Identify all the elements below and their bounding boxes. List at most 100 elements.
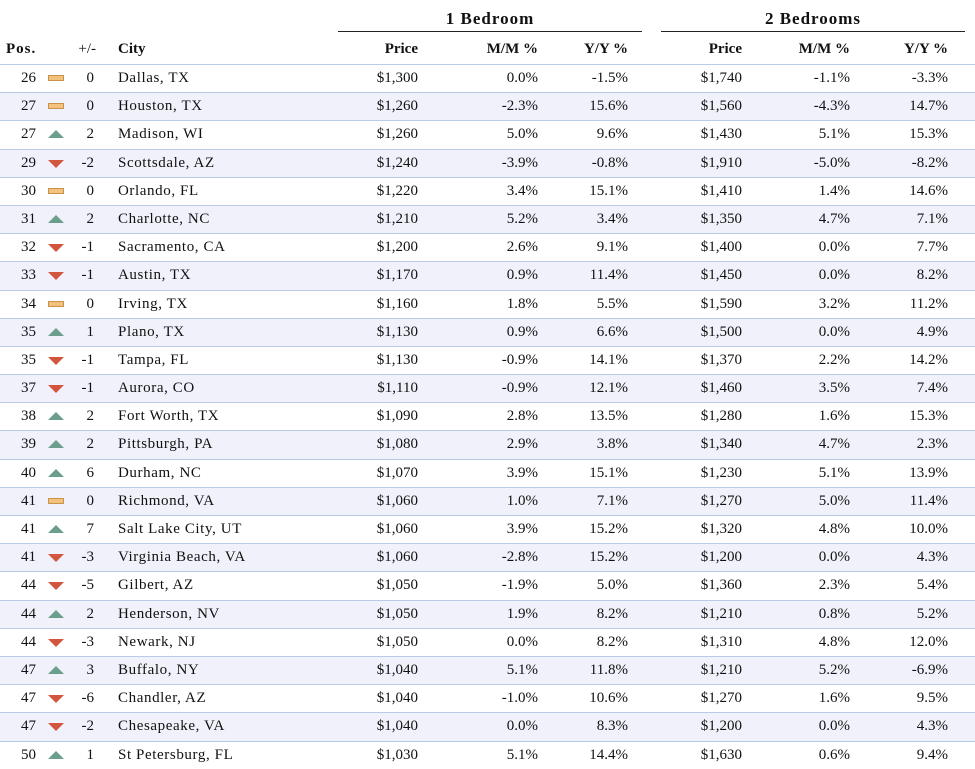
1br-yy-cell: 15.2%	[589, 521, 628, 537]
2br-price-cell: $1,360	[700, 577, 742, 594]
position-cell: 31	[21, 210, 36, 227]
1br-yy-cell: -0.8%	[591, 154, 628, 171]
city-cell: Richmond, VA	[118, 492, 215, 509]
change-cell: 0	[86, 182, 95, 199]
1br-price-cell: $1,220	[376, 182, 418, 199]
2br-yy-cell: 2.3%	[916, 436, 948, 453]
2br-price-cell: $1,910	[700, 154, 742, 171]
header-2br-mm: M/M %	[798, 41, 850, 57]
header-2br-price: Price	[708, 41, 742, 57]
2br-price-cell: $1,320	[700, 521, 742, 537]
2br-price-cell: $1,200	[700, 718, 742, 735]
table-row: 44 -3 Newark, NJ $1,050 0.0% 8.2% $1,310 4.8% 12…	[0, 627, 975, 656]
change-cell: -3	[81, 549, 95, 566]
2br-price-cell: $1,740	[700, 70, 742, 86]
table-row: 47 -2 Chesapeake, VA $1,040 0.0% 8.3% $1,200 0.…	[0, 712, 975, 741]
1br-yy-cell: 14.4%	[589, 746, 628, 763]
position-cell: 27	[21, 98, 36, 115]
change-cell: 2	[86, 605, 95, 622]
2br-yy-cell: 7.7%	[916, 239, 948, 256]
1br-yy-cell: 11.8%	[589, 661, 628, 678]
city-cell: Austin, TX	[118, 267, 192, 284]
up-arrow-icon	[48, 468, 64, 477]
city-cell: St Petersburg, FL	[118, 746, 234, 763]
up-arrow-icon	[48, 214, 64, 223]
position-cell: 35	[21, 351, 36, 368]
1br-mm-cell: 3.4%	[506, 182, 538, 199]
down-arrow-icon	[48, 385, 64, 394]
city-cell: Dallas, TX	[118, 70, 190, 86]
2br-price-cell: $1,630	[700, 746, 742, 763]
1br-yy-cell: 6.6%	[596, 323, 628, 340]
position-cell: 38	[21, 408, 36, 425]
1br-mm-cell: 3.9%	[506, 521, 538, 537]
change-cell: 2	[86, 210, 95, 227]
city-cell: Orlando, FL	[118, 182, 199, 199]
2br-price-cell: $1,500	[700, 323, 742, 340]
change-cell: -1	[81, 351, 95, 368]
1br-yy-cell: 8.2%	[596, 633, 628, 650]
2br-yy-cell: 12.0%	[909, 633, 948, 650]
2br-price-cell: $1,450	[700, 267, 742, 284]
2br-yy-cell: 4.9%	[916, 323, 948, 340]
header-1br-price: Price	[384, 41, 418, 57]
city-cell: Newark, NJ	[118, 633, 196, 650]
2br-price-cell: $1,210	[700, 605, 742, 622]
change-cell: -3	[81, 633, 95, 650]
2br-mm-cell: 4.8%	[818, 521, 850, 537]
2br-mm-cell: 1.6%	[818, 690, 850, 707]
2br-price-cell: $1,560	[700, 98, 742, 115]
position-cell: 47	[21, 718, 36, 735]
city-cell: Madison, WI	[118, 126, 204, 143]
2br-price-cell: $1,590	[700, 295, 742, 312]
down-arrow-icon	[48, 159, 64, 168]
up-arrow-icon	[48, 609, 64, 618]
1br-yy-cell: 13.5%	[589, 408, 628, 425]
change-cell: -2	[81, 154, 95, 171]
2br-yy-cell: 14.7%	[909, 98, 948, 115]
2br-yy-cell: 9.4%	[916, 746, 948, 763]
change-cell: 0	[86, 492, 95, 509]
city-cell: Charlotte, NC	[118, 210, 210, 227]
up-arrow-icon	[48, 130, 64, 139]
2br-yy-cell: 13.9%	[909, 464, 948, 481]
1br-yy-cell: 8.2%	[596, 605, 628, 622]
1br-yy-cell: 8.3%	[596, 718, 628, 735]
position-cell: 50	[21, 746, 36, 763]
2br-price-cell: $1,270	[700, 492, 742, 509]
1br-mm-cell: 0.9%	[506, 323, 538, 340]
1br-mm-cell: 1.9%	[506, 605, 538, 622]
2br-price-cell: $1,200	[700, 549, 742, 566]
table-row: 40 6 Durham, NC $1,070 3.9% 15.1% $1,230 5.1% 13…	[0, 458, 975, 487]
1br-mm-cell: 0.9%	[506, 267, 538, 284]
table-row: 41 -3 Virginia Beach, VA $1,060 -2.8% 15.2% $1…	[0, 543, 975, 572]
position-cell: 44	[21, 605, 36, 622]
1br-price-cell: $1,200	[376, 239, 418, 256]
1br-price-cell: $1,090	[376, 408, 418, 425]
city-cell: Henderson, NV	[118, 605, 220, 622]
1br-price-cell: $1,030	[376, 746, 418, 763]
2br-mm-cell: 5.2%	[818, 661, 850, 678]
1br-price-cell: $1,160	[376, 295, 418, 312]
1br-mm-cell: -2.3%	[501, 98, 538, 115]
header-change: +/-	[78, 41, 96, 57]
2br-mm-cell: 0.6%	[818, 746, 850, 763]
change-cell: -5	[81, 577, 95, 594]
no-change-icon	[48, 103, 64, 110]
2br-mm-cell: -4.3%	[813, 98, 850, 115]
2br-yy-cell: 5.2%	[916, 605, 948, 622]
no-change-icon	[48, 187, 64, 194]
1br-price-cell: $1,130	[376, 323, 418, 340]
1br-mm-cell: -1.9%	[501, 577, 538, 594]
1br-price-cell: $1,210	[376, 210, 418, 227]
city-cell: Salt Lake City, UT	[118, 521, 242, 537]
1br-mm-cell: 3.9%	[506, 464, 538, 481]
up-arrow-icon	[48, 525, 64, 533]
change-cell: 3	[86, 661, 95, 678]
2br-mm-cell: 0.0%	[818, 267, 850, 284]
city-cell: Chandler, AZ	[118, 690, 207, 707]
2br-mm-cell: -1.1%	[813, 70, 850, 86]
2br-mm-cell: 2.2%	[818, 351, 850, 368]
table-row: 27 2 Madison, WI $1,260 5.0% 9.6% $1,430 5.1% 15…	[0, 120, 975, 148]
table-row: 32 -1 Sacramento, CA $1,200 2.6% 9.1% $1,400 0.…	[0, 233, 975, 261]
